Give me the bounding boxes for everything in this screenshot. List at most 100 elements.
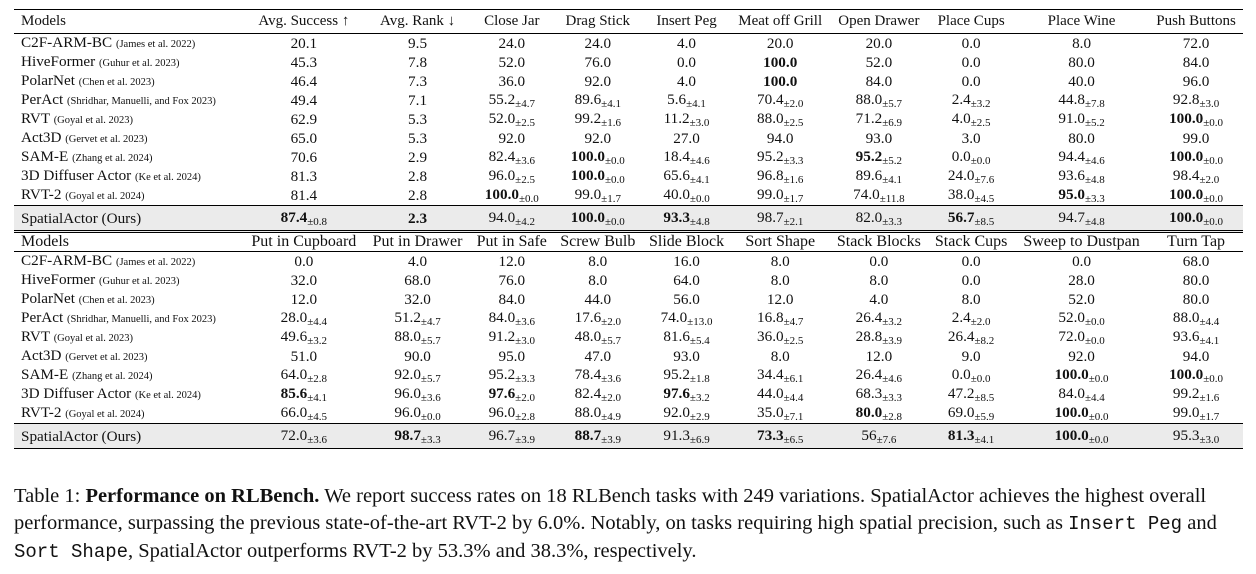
table-row: HiveFormer (Guhur et al. 2023) 45.3 7.8 52.… xyxy=(14,53,1243,72)
value: 2.3 xyxy=(408,209,428,227)
value: 64.0 xyxy=(673,272,700,289)
value: 8.0 xyxy=(588,272,608,289)
column-header: Push Buttons xyxy=(1149,9,1243,34)
value-cell: 28.0 xyxy=(1014,271,1149,290)
value: 44.8 xyxy=(1058,91,1085,108)
value-cell: 40.0 xyxy=(1014,72,1149,91)
table-body-part2: C2F-ARM-BC (James et al. 2022) 0.0 4.0 12.0… xyxy=(14,252,1243,449)
value-cell: 5.3 xyxy=(365,129,470,148)
value-cell: 0.0±0.0 xyxy=(928,148,1014,167)
value-cell: 91.0±5.2 xyxy=(1014,110,1149,129)
value: 9.5 xyxy=(408,35,428,52)
value-cell: 100.0±0.0 xyxy=(1014,423,1150,449)
value: 96.0 xyxy=(488,167,516,184)
value: 95.2 xyxy=(757,148,784,165)
value: 74.0 xyxy=(853,186,880,203)
std-dev: ±4.4 xyxy=(783,392,804,404)
std-dev: ±4.8 xyxy=(689,215,710,228)
value: 82.4 xyxy=(488,148,516,165)
value: 72.0 xyxy=(1058,328,1085,345)
value: 40.0 xyxy=(1068,73,1095,90)
value: 95.2 xyxy=(488,366,516,383)
value: 52.0 xyxy=(1058,309,1085,326)
std-dev: ±5.7 xyxy=(420,373,441,385)
value-cell: 2.8 xyxy=(365,167,470,186)
model-cell: PerAct (Shridhar, Manuelli, and Fox 2023… xyxy=(14,309,243,328)
value: 100.0 xyxy=(1169,148,1204,165)
value-cell: 66.0±4.5 xyxy=(243,404,365,424)
value-cell: 56±7.6 xyxy=(829,423,929,449)
model-name: HiveFormer xyxy=(21,53,96,70)
value: 74.0 xyxy=(660,309,688,326)
std-dev: ±5.7 xyxy=(882,98,903,110)
caption-task-insert-peg: Insert Peg xyxy=(1068,513,1183,535)
model-citation: (Goyal et al. 2023) xyxy=(53,115,133,126)
value: 36.0 xyxy=(498,73,526,90)
std-dev: ±1.6 xyxy=(601,117,621,129)
value-cell: 20.0 xyxy=(731,34,830,54)
value: 98.7 xyxy=(757,208,784,226)
std-dev: ±1.7 xyxy=(601,193,621,205)
column-header: Put in Drawer xyxy=(364,231,471,252)
table-row: 3D Diffuser Actor (Ke et al. 2024) 85.6±4… xyxy=(14,385,1243,404)
value: 52.0 xyxy=(498,54,526,71)
value: 2.8 xyxy=(408,187,428,204)
std-dev: ±3.0 xyxy=(1199,98,1220,110)
value-cell: 8.0 xyxy=(553,252,642,272)
value: 95.2 xyxy=(855,148,883,165)
table-row: Act3D (Gervet et al. 2023) 51.0 90.0 95.0 47… xyxy=(14,347,1243,366)
std-dev: ±2.0 xyxy=(970,316,991,328)
table-row: C2F-ARM-BC (James et al. 2022) 20.1 9.5 24.… xyxy=(14,34,1243,54)
value: 92.0 xyxy=(1068,348,1095,365)
model-citation: (James et al. 2022) xyxy=(115,257,196,268)
value-cell: 82.4±2.0 xyxy=(553,385,642,404)
value: 56.7 xyxy=(947,208,975,226)
value: 56.0 xyxy=(673,291,700,308)
model-name: SpatialActor (Ours) xyxy=(21,209,142,227)
std-dev: ±4.1 xyxy=(882,174,903,186)
model-cell: RVT (Goyal et al. 2023) xyxy=(14,110,243,129)
std-dev: ±0.0 xyxy=(1088,411,1109,423)
std-dev: ±6.9 xyxy=(689,433,710,446)
value: 0.0 xyxy=(1072,253,1092,270)
std-dev: ±3.6 xyxy=(420,392,441,404)
std-dev: ±3.3 xyxy=(783,155,804,167)
std-dev: ±0.0 xyxy=(1088,433,1109,446)
value: 52.0 xyxy=(1068,291,1095,308)
value-cell: 24.0 xyxy=(553,34,642,54)
value: 17.6 xyxy=(574,309,602,326)
std-dev: ±3.2 xyxy=(689,392,710,404)
std-dev: ±2.8 xyxy=(307,373,328,385)
value-cell: 70.6 xyxy=(243,148,365,167)
value: 49.4 xyxy=(290,92,318,109)
model-citation: (Ke et al. 2024) xyxy=(135,390,201,401)
value: 32.0 xyxy=(290,272,318,289)
value-cell: 80.0 xyxy=(1014,129,1149,148)
std-dev: ±4.6 xyxy=(689,155,710,167)
std-dev: ±2.0 xyxy=(601,392,621,404)
value: 97.6 xyxy=(488,385,516,402)
value: 81.4 xyxy=(290,187,318,204)
value: 93.0 xyxy=(865,130,893,147)
model-cell: C2F-ARM-BC (James et al. 2022) xyxy=(14,252,243,272)
std-dev: ±2.5 xyxy=(783,117,804,129)
value-cell: 17.6±2.0 xyxy=(553,309,642,328)
value-cell: 87.4±0.8 xyxy=(242,205,365,233)
value: 93.6 xyxy=(1058,167,1085,184)
value-cell: 90.0 xyxy=(365,347,470,366)
value-cell: 71.2±6.9 xyxy=(830,110,929,129)
value: 76.0 xyxy=(498,272,526,289)
std-dev: ±8.5 xyxy=(974,392,995,404)
value-cell: 100.0±0.0 xyxy=(1149,186,1243,206)
value-cell: 84.0±4.4 xyxy=(1014,385,1149,404)
value: 2.4 xyxy=(951,309,971,326)
value: 20.0 xyxy=(766,35,794,52)
model-name: 3D Diffuser Actor xyxy=(21,385,132,402)
model-cell: SpatialActor (Ours) xyxy=(14,205,243,233)
value-cell: 2.4±2.0 xyxy=(928,309,1014,328)
value-cell: 100.0±0.0 xyxy=(1149,366,1243,385)
value-cell: 84.0±3.6 xyxy=(470,309,553,328)
value-cell: 70.4±2.0 xyxy=(731,91,830,110)
caption-task-sort-shape: Sort Shape xyxy=(14,541,129,563)
table-row-ours: SpatialActor (Ours) 72.0±3.6 98.7±3.3 96.7±… xyxy=(14,423,1243,449)
